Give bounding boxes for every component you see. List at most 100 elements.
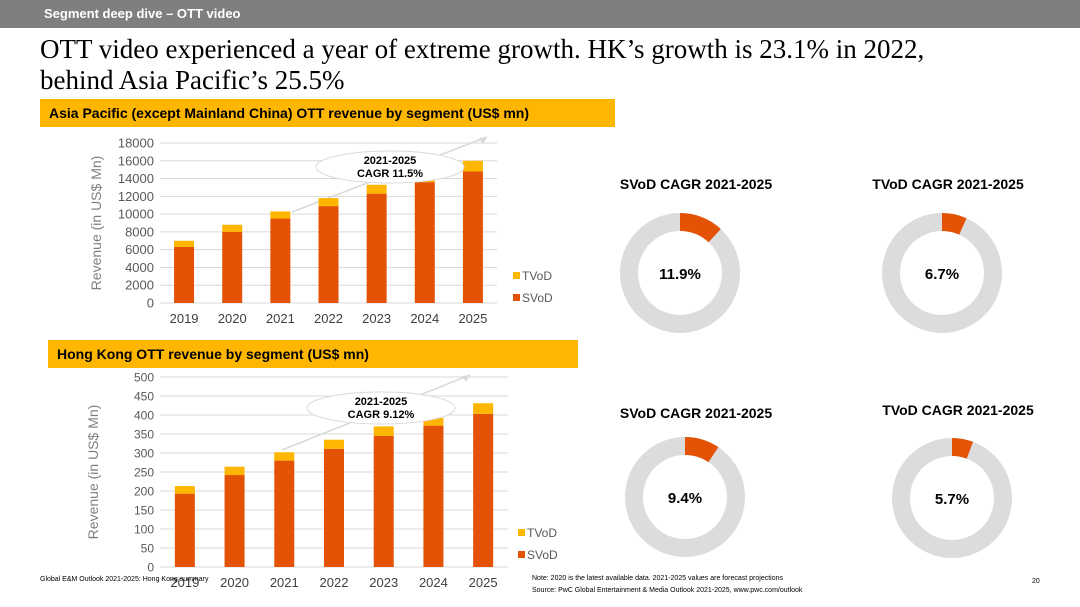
hk-bar-tvod <box>274 452 295 461</box>
ap-tvod-donut: 6.7% <box>882 213 1002 333</box>
ap-tvod-donut-title: TVoD CAGR 2021-2025 <box>862 176 1034 192</box>
ap-bar-chart: 0 2000 4000 6000 8000 10000 12000 14000 16000 180… <box>88 136 553 327</box>
hk-x-tick-label: 2020 <box>220 575 249 590</box>
hk-bar-svod <box>224 475 245 567</box>
ap-legend-label-tvod: TVoD <box>522 269 552 283</box>
ap-x-tick-label: 2020 <box>218 311 247 326</box>
hk-y-tick-label: 400 <box>134 409 154 423</box>
hk-y-tick-label: 450 <box>134 390 154 404</box>
ap-bar-tvod <box>366 184 387 194</box>
ap-svod-donut: 11.9% <box>620 213 740 333</box>
ap-chart-title: Asia Pacific (except Mainland China) OTT… <box>40 99 615 127</box>
ap-bar-tvod <box>222 224 243 232</box>
ap-tvod-donut-title-text: TVoD CAGR 2021-2025 <box>872 176 1024 192</box>
ap-x-tick-label: 2025 <box>458 311 487 326</box>
ap-trend-arrowhead <box>479 137 487 144</box>
page-title: OTT video experienced a year of extreme … <box>40 34 1060 96</box>
hk-bar-tvod <box>473 403 494 414</box>
ap-x-tick-label: 2022 <box>314 311 343 326</box>
hk-bar-tvod <box>324 439 344 449</box>
hk-y-tick-label: 500 <box>134 371 154 385</box>
footer-notes: Note: 2020 is the latest available data.… <box>532 573 802 597</box>
hk-legend-label-svod: SVoD <box>527 548 558 562</box>
hk-x-tick-label: 2022 <box>320 575 349 590</box>
hk-chart-title-text: Hong Kong OTT revenue by segment (US$ mn… <box>57 346 369 362</box>
hk-tvod-donut: 5.7% <box>892 438 1012 558</box>
section-header-bar: Segment deep dive – OTT video <box>0 0 1080 28</box>
ap-y-tick-label: 8000 <box>125 224 154 239</box>
hk-cagr-callout-value: CAGR 9.12% <box>348 409 415 421</box>
hk-legend-swatch-svod <box>518 551 525 558</box>
ap-bar-svod <box>270 218 291 303</box>
ap-svod-donut-value-label: 11.9% <box>659 266 701 283</box>
ap-y-tick-label: 14000 <box>118 171 154 186</box>
ap-y-tick-label: 2000 <box>125 278 154 293</box>
ap-bar-tvod <box>318 198 339 207</box>
ap-legend-swatch-svod <box>513 294 520 301</box>
ap-legend-label-svod: SVoD <box>522 291 553 305</box>
ap-y-axis-label: Revenue (in US$ Mn) <box>88 156 104 291</box>
hk-y-tick-label: 100 <box>134 523 154 537</box>
hk-tvod-donut-title: TVoD CAGR 2021-2025 <box>872 402 1044 418</box>
hk-y-tick-label: 50 <box>141 542 155 556</box>
ap-y-tick-label: 10000 <box>118 207 154 222</box>
footer-source-line: Source: PwC Global Entertainment & Media… <box>532 587 803 594</box>
hk-bar-tvod <box>423 418 444 426</box>
hk-bar-tvod <box>224 466 245 476</box>
hk-svod-donut-value-label: 9.4% <box>668 490 702 507</box>
headline-line-1: OTT video experienced a year of extreme … <box>40 34 925 64</box>
hk-x-tick-label: 2019 <box>170 575 199 590</box>
hk-bar-svod <box>274 460 295 567</box>
ap-x-tick-label: 2023 <box>362 311 391 326</box>
ap-cagr-callout-value: CAGR 11.5% <box>357 168 423 180</box>
section-label: Segment deep dive – OTT video <box>44 6 241 21</box>
ap-y-tick-label: 6000 <box>125 242 154 257</box>
ap-y-tick-label: 0 <box>147 296 154 311</box>
ap-y-tick-label: 16000 <box>118 153 154 168</box>
ap-bar-svod <box>222 231 243 303</box>
ap-x-tick-label: 2024 <box>410 311 439 326</box>
ap-bar-svod <box>174 247 195 303</box>
hk-bar-svod <box>373 435 394 567</box>
ap-tvod-donut-slice <box>941 213 967 235</box>
ap-bar-svod <box>318 206 339 303</box>
ap-bar-svod <box>414 182 435 303</box>
ap-y-tick-label: 12000 <box>118 189 154 204</box>
hk-tvod-donut-title-text: TVoD CAGR 2021-2025 <box>882 402 1034 418</box>
hk-svod-donut-title: SVoD CAGR 2021-2025 <box>610 405 782 421</box>
ap-bar-svod <box>462 171 483 303</box>
hk-y-tick-label: 350 <box>134 428 154 442</box>
ap-x-tick-label: 2021 <box>266 311 295 326</box>
ap-bar-tvod <box>270 211 291 219</box>
ap-bar-tvod <box>462 160 483 172</box>
hk-y-tick-label: 0 <box>147 561 154 575</box>
ap-svod-donut-slice <box>679 213 721 243</box>
page-number: 20 <box>1032 578 1040 585</box>
hk-tvod-donut-slice <box>951 438 974 459</box>
hk-bar-svod <box>174 493 195 567</box>
ap-svod-donut-title: SVoD CAGR 2021-2025 <box>610 176 782 192</box>
hk-chart-title: Hong Kong OTT revenue by segment (US$ mn… <box>48 340 578 368</box>
hk-cagr-callout <box>306 391 456 425</box>
ap-y-tick-label: 4000 <box>125 260 154 275</box>
hk-svod-donut-title-text: SVoD CAGR 2021-2025 <box>619 405 773 421</box>
hk-svod-donut: 9.4% <box>625 437 745 557</box>
hk-y-tick-label: 300 <box>134 447 154 461</box>
hk-cagr-callout-period: 2021-2025 <box>355 396 408 408</box>
hk-bar-tvod <box>174 486 195 494</box>
ap-x-tick-label: 2019 <box>170 311 199 326</box>
hk-y-axis-label: Revenue (in US$ Mn) <box>85 405 101 540</box>
ap-y-tick-label: 18000 <box>118 136 154 151</box>
hk-x-tick-label: 2024 <box>419 575 448 590</box>
hk-y-tick-label: 200 <box>134 485 154 499</box>
ap-cagr-callout <box>315 150 465 184</box>
hk-bar-tvod <box>373 426 394 436</box>
hk-legend-label-tvod: TVoD <box>527 526 557 540</box>
hk-y-tick-label: 150 <box>134 504 154 518</box>
ap-bar-svod <box>366 193 387 303</box>
footer-note-line: Note: 2020 is the latest available data.… <box>532 575 783 582</box>
hk-x-tick-label: 2025 <box>469 575 498 590</box>
ap-svod-donut-title-text: SVoD CAGR 2021-2025 <box>619 176 773 192</box>
hk-bar-svod <box>324 448 344 567</box>
